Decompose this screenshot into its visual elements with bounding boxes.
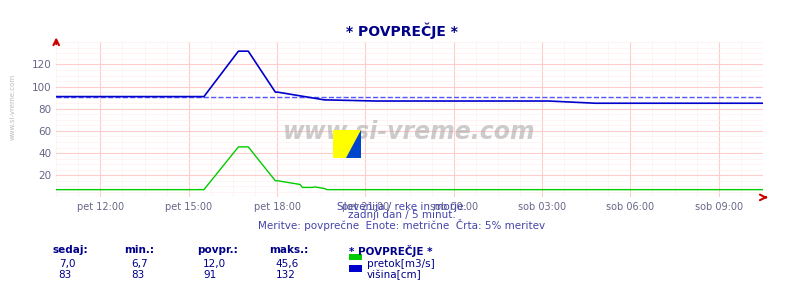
- Text: Meritve: povprečne  Enote: metrične  Črta: 5% meritev: Meritve: povprečne Enote: metrične Črta:…: [257, 219, 545, 232]
- Text: 45,6: 45,6: [275, 259, 298, 269]
- Text: min.:: min.:: [124, 245, 154, 255]
- Text: maks.:: maks.:: [269, 245, 308, 255]
- Polygon shape: [333, 130, 361, 158]
- Polygon shape: [346, 130, 361, 158]
- Text: višina[cm]: višina[cm]: [367, 270, 421, 281]
- Text: www.si-vreme.com: www.si-vreme.com: [10, 74, 15, 140]
- Text: www.si-vreme.com: www.si-vreme.com: [283, 120, 535, 144]
- Text: 132: 132: [275, 270, 295, 280]
- Text: * POVPREČJE *: * POVPREČJE *: [345, 23, 457, 39]
- Text: sedaj:: sedaj:: [52, 245, 87, 255]
- Text: 91: 91: [203, 270, 217, 280]
- Text: pretok[m3/s]: pretok[m3/s]: [367, 259, 434, 269]
- Text: * POVPREČJE *: * POVPREČJE *: [349, 245, 432, 257]
- Text: 6,7: 6,7: [131, 259, 148, 269]
- Text: povpr.:: povpr.:: [196, 245, 237, 255]
- Text: 83: 83: [131, 270, 144, 280]
- Text: 7,0: 7,0: [59, 259, 75, 269]
- Text: 83: 83: [59, 270, 72, 280]
- Text: zadnji dan / 5 minut.: zadnji dan / 5 minut.: [347, 210, 455, 220]
- Text: 12,0: 12,0: [203, 259, 226, 269]
- Text: Slovenija / reke in morje.: Slovenija / reke in morje.: [336, 202, 466, 212]
